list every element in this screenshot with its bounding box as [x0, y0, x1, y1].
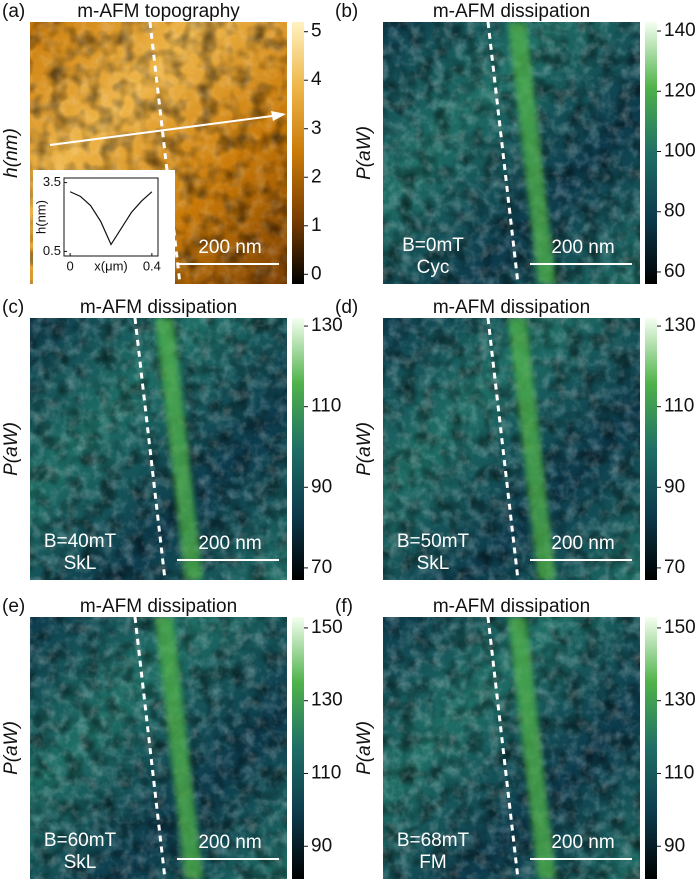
y-axis-label: h(nm): [1, 128, 22, 178]
colorbar: [292, 318, 304, 580]
panel-label: (f): [335, 596, 353, 617]
scalebar-label: 200 nm: [198, 832, 261, 853]
colorbar-tick-label: 130: [311, 315, 343, 336]
colorbar-tick-label: 130: [664, 315, 696, 336]
colorbar: [645, 617, 657, 879]
colorbar-tick-label: 130: [311, 690, 343, 711]
panel-label: (d): [335, 297, 358, 318]
panel-label: (e): [2, 596, 25, 617]
inset-tick-label: 0.4: [143, 258, 161, 273]
colorbar-tick-label: 110: [311, 396, 341, 417]
colorbar: [292, 617, 304, 879]
scalebar-label: 200 nm: [551, 237, 614, 258]
image-group: [383, 22, 640, 284]
colorbar: [292, 22, 304, 284]
annotation: SkL: [417, 553, 450, 574]
panel-title: m-AFM dissipation: [433, 1, 590, 22]
annotation: B=68mT: [397, 830, 470, 851]
y-axis-label: P(aW): [354, 422, 375, 476]
annotation: B=60mT: [44, 830, 117, 851]
inset-tick-label: 3.5: [43, 174, 61, 189]
colorbar-tick-label: 100: [664, 141, 696, 162]
panel-label: (a): [2, 1, 25, 22]
bright-band: [155, 617, 203, 879]
colorbar-tick-label: 70: [664, 557, 685, 578]
profile-arrow: [49, 114, 281, 146]
image-group: [383, 617, 640, 879]
colorbar-tick-label: 90: [664, 835, 685, 856]
panel-title: m-AFM topography: [77, 1, 240, 22]
annotation: SkL: [64, 852, 97, 873]
colorbar-tick-label: 2: [311, 166, 322, 187]
colorbar-tick-label: 150: [311, 617, 343, 638]
panel-title: m-AFM dissipation: [433, 596, 590, 617]
scalebar-label: 200 nm: [198, 533, 261, 554]
colorbar-tick-label: 1: [311, 215, 322, 236]
image-group: [383, 318, 640, 580]
colorbar-tick-label: 90: [311, 835, 332, 856]
annotation: FM: [419, 852, 446, 873]
y-axis-label: P(aW): [1, 422, 22, 476]
image-group: [30, 318, 287, 580]
annotation: Cyc: [417, 257, 450, 278]
inset-line: [69, 191, 153, 246]
colorbar-tick-label: 110: [664, 762, 694, 783]
colorbar: [645, 318, 657, 580]
bright-band: [508, 318, 556, 580]
annotation: B=40mT: [44, 531, 117, 552]
image-texture: [30, 617, 287, 879]
image-texture: [383, 22, 640, 284]
inset-y-label: h(nm): [33, 200, 48, 234]
colorbar-tick-label: 110: [664, 396, 694, 417]
colorbar-tick-label: 3: [311, 118, 322, 139]
y-axis-label: P(aW): [1, 721, 22, 775]
y-axis-label: P(aW): [354, 721, 375, 775]
panel-title: m-AFM dissipation: [433, 297, 590, 318]
inset-box: [33, 170, 175, 284]
inset-tick-label: 0: [67, 258, 74, 273]
colorbar-tick-label: 80: [664, 201, 685, 222]
bright-band: [508, 22, 556, 284]
inset-frame: [63, 177, 159, 257]
y-axis-label: P(aW): [354, 126, 375, 180]
bright-band: [155, 318, 203, 580]
panel-label: (b): [335, 1, 358, 22]
colorbar-tick-label: 130: [664, 690, 696, 711]
colorbar-tick-label: 150: [664, 617, 696, 638]
scalebar-label: 200 nm: [551, 533, 614, 554]
scalebar-label: 200 nm: [551, 832, 614, 853]
colorbar-tick-label: 5: [311, 21, 322, 42]
inset-x-label: x(μm): [94, 258, 127, 273]
image-texture: [383, 617, 640, 879]
colorbar-tick-label: 0: [311, 263, 322, 284]
colorbar-tick-label: 140: [664, 20, 696, 41]
colorbar: [645, 22, 657, 284]
panel-label: (c): [2, 297, 24, 318]
bright-band: [508, 617, 556, 879]
inset-tick-label: 0.5: [43, 243, 61, 258]
panel-title: m-AFM dissipation: [80, 297, 237, 318]
colorbar-tick-label: 4: [311, 69, 322, 90]
colorbar-tick-label: 70: [311, 557, 332, 578]
colorbar-tick-label: 90: [311, 476, 332, 497]
image-group: [30, 617, 287, 879]
colorbar-tick-label: 90: [664, 476, 685, 497]
image-texture: [30, 318, 287, 580]
image-group: [30, 22, 287, 284]
annotation: B=0mT: [402, 235, 464, 256]
colorbar-tick-label: 60: [664, 261, 685, 282]
annotation: B=50mT: [397, 531, 470, 552]
colorbar-tick-label: 120: [664, 80, 696, 101]
colorbar-tick-label: 110: [311, 762, 341, 783]
arrow-head: [271, 111, 286, 121]
panel-title: m-AFM dissipation: [80, 596, 237, 617]
image-texture: [383, 318, 640, 580]
annotation: SkL: [64, 553, 97, 574]
scalebar-label: 200 nm: [198, 237, 261, 258]
